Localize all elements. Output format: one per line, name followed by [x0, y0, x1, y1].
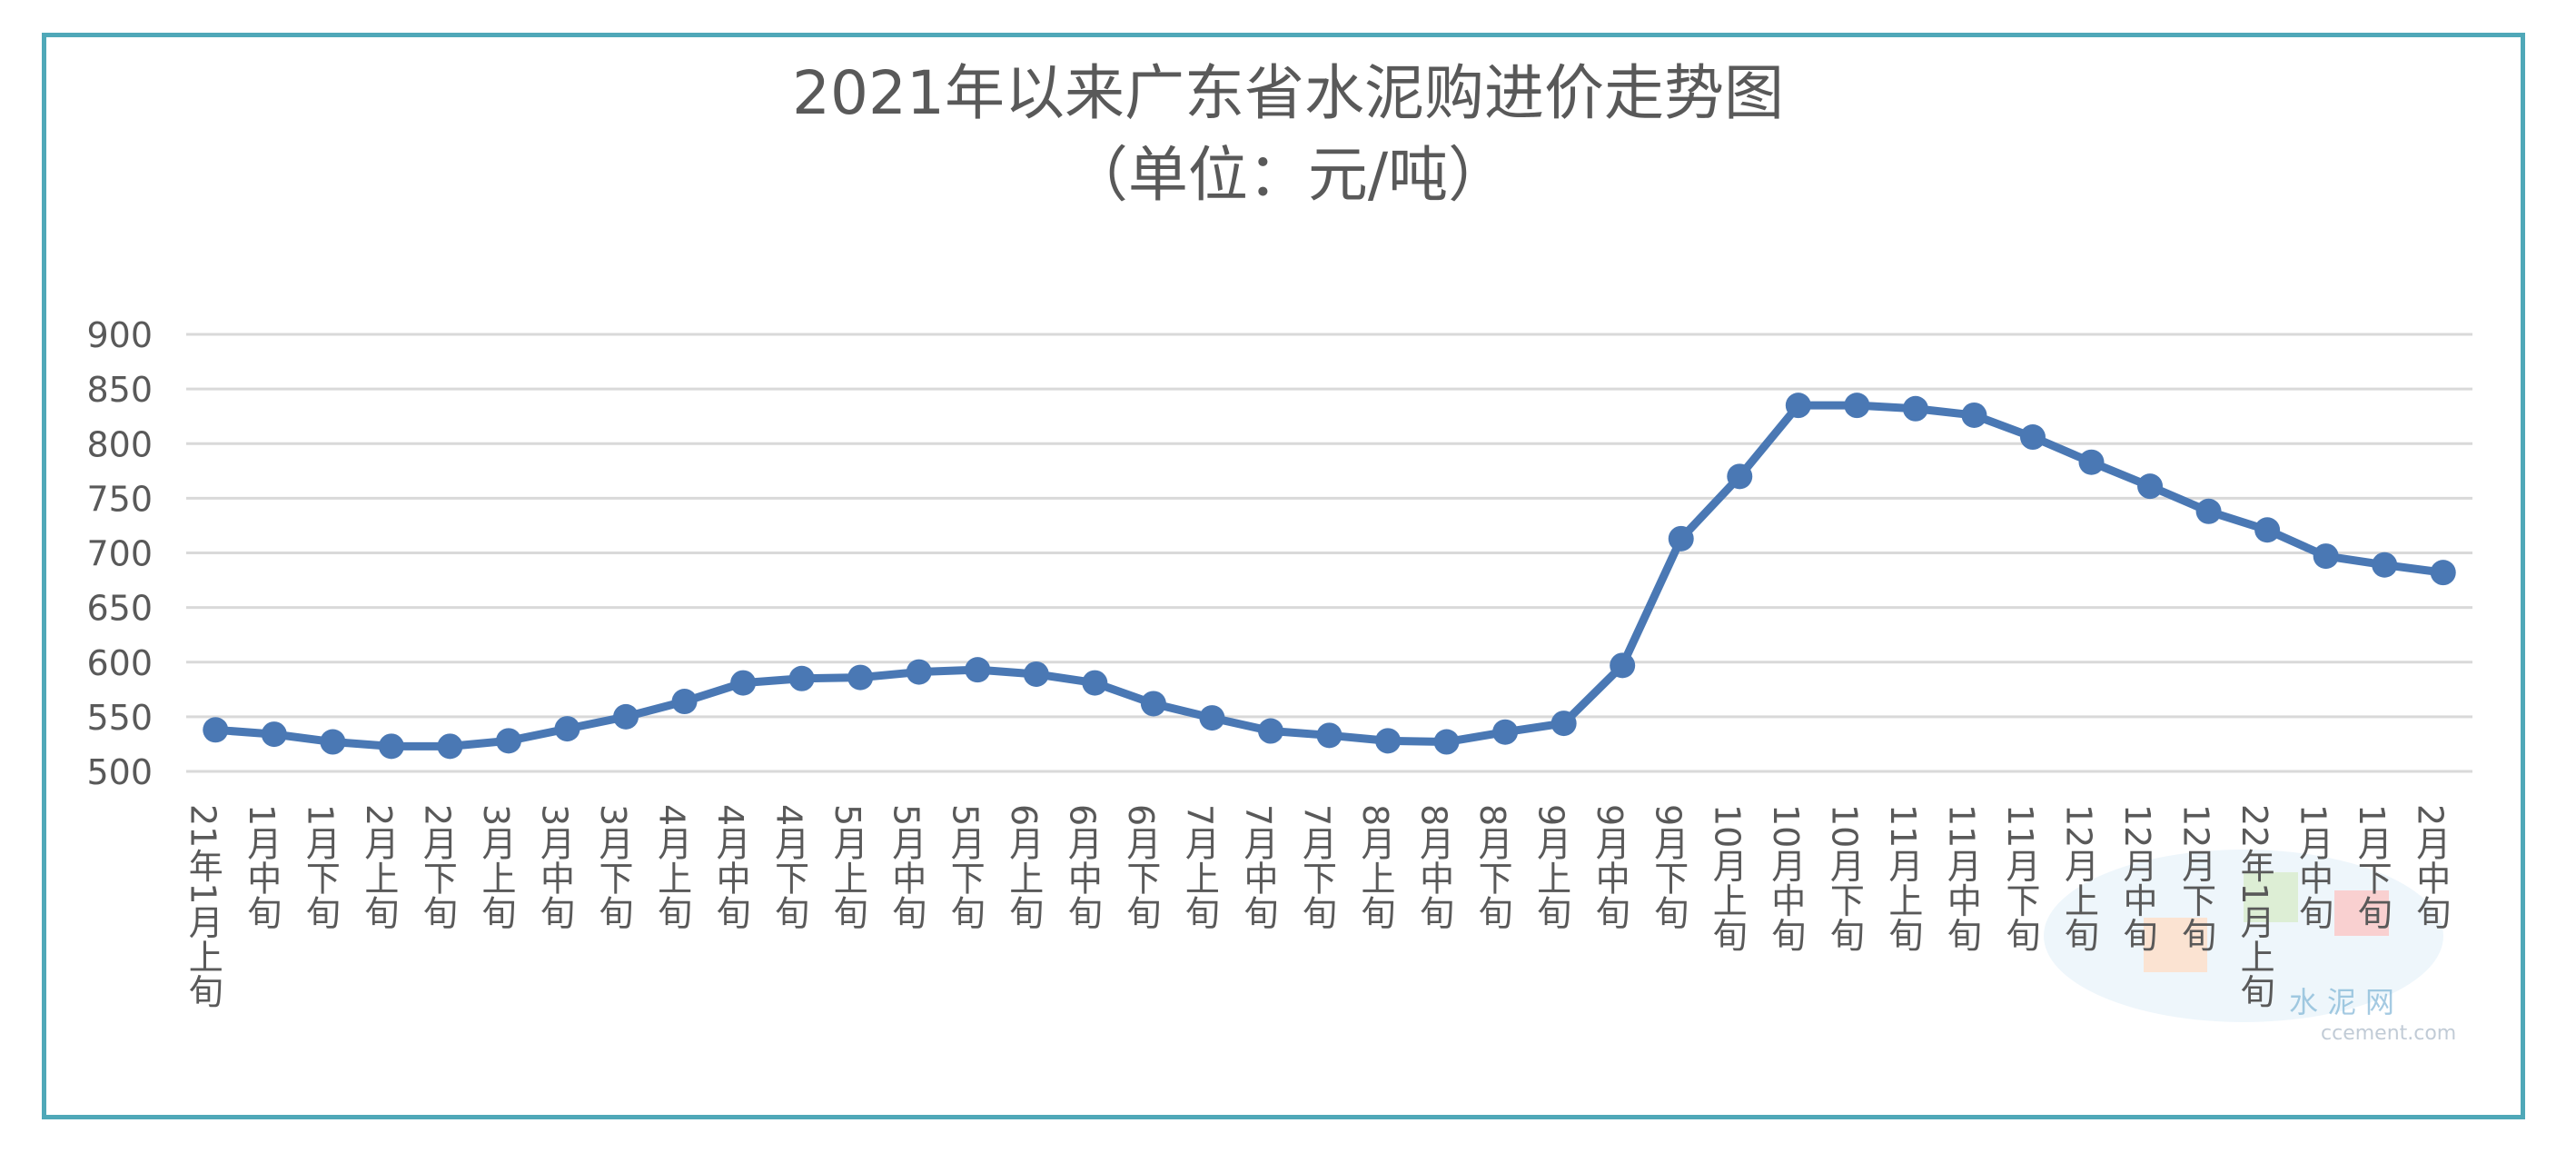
data-point	[788, 665, 815, 691]
chart-title: 2021年以来广东省水泥购进价走势图	[792, 58, 1784, 128]
data-point	[965, 657, 991, 683]
data-point	[1375, 728, 1402, 754]
data-point	[1257, 718, 1283, 744]
data-point	[2372, 552, 2398, 578]
data-point	[378, 733, 404, 760]
data-point	[1551, 711, 1577, 737]
y-tick-label: 650	[86, 589, 153, 629]
y-tick-label: 800	[86, 424, 153, 464]
x-tick-label: 1月中旬	[242, 804, 282, 929]
x-tick-label: 2月下旬	[417, 804, 457, 929]
data-point	[495, 728, 521, 754]
x-tick-label: 1月中旬	[2294, 804, 2333, 929]
y-tick-label: 700	[86, 534, 153, 574]
x-tick-label: 12月中旬	[2117, 804, 2157, 951]
y-tick-label: 750	[86, 479, 153, 519]
data-point	[613, 703, 639, 730]
watermark-logo	[2044, 850, 2443, 1022]
x-tick-label: 10月中旬	[1766, 804, 1806, 951]
data-point	[2430, 560, 2456, 586]
x-tick-label: 2月中旬	[2411, 804, 2451, 929]
x-tick-label: 8月上旬	[1355, 804, 1395, 929]
x-tick-label: 22年1月上旬	[2234, 804, 2274, 1009]
series-line	[211, 401, 2448, 750]
x-tick-label: 8月下旬	[1472, 804, 1512, 929]
x-tick-label: 6月中旬	[1062, 804, 1102, 929]
x-tick-label: 3月中旬	[535, 804, 575, 929]
data-point	[1668, 525, 1694, 552]
x-tick-label: 6月上旬	[1004, 804, 1044, 929]
data-point	[1023, 661, 1049, 687]
x-tick-label: 11月上旬	[1883, 804, 1923, 951]
watermark-text: 水泥网	[2289, 985, 2404, 1019]
y-tick-label: 850	[86, 370, 153, 410]
x-tick-label: 8月中旬	[1414, 804, 1454, 929]
x-tick-label: 10月下旬	[1824, 804, 1864, 951]
data-point	[2078, 449, 2105, 475]
data-point	[1082, 670, 1108, 696]
data-point	[730, 670, 757, 696]
data-point	[2137, 473, 2164, 500]
watermark-url: ccement.com	[2321, 1022, 2457, 1045]
x-tick-label: 10月上旬	[1707, 804, 1747, 951]
data-point	[1961, 402, 1987, 428]
x-tick-label: 9月中旬	[1590, 804, 1630, 929]
x-tick-label: 1月下旬	[2352, 804, 2392, 929]
x-tick-label: 21年1月上旬	[183, 804, 223, 1009]
x-tick-label: 6月下旬	[1121, 804, 1161, 929]
x-tick-label: 5月中旬	[887, 804, 926, 929]
x-tick-label: 3月上旬	[476, 804, 516, 929]
data-point	[320, 729, 346, 755]
data-point	[1433, 729, 1460, 755]
data-point	[2195, 498, 2222, 524]
data-point	[1492, 719, 1519, 745]
x-tick-label: 2月上旬	[359, 804, 399, 929]
x-tick-label: 1月下旬	[300, 804, 340, 929]
x-tick-label: 7月上旬	[1179, 804, 1219, 929]
x-tick-label: 7月下旬	[1297, 804, 1337, 929]
chart-frame	[42, 33, 2525, 1119]
chart-title-block: 2021年以来广东省水泥购进价走势图 （单位：元/吨）	[0, 53, 2576, 216]
x-tick-label: 12月上旬	[2059, 804, 2099, 951]
data-point	[1610, 652, 1636, 679]
data-point	[1199, 705, 1225, 731]
y-tick-label: 550	[86, 698, 153, 738]
x-tick-label: 5月下旬	[945, 804, 985, 929]
data-point	[2313, 543, 2339, 570]
x-tick-label: 4月上旬	[652, 804, 692, 929]
data-point	[671, 689, 698, 715]
x-tick-label: 12月下旬	[2176, 804, 2216, 951]
data-point	[906, 659, 932, 685]
data-point	[554, 716, 580, 742]
data-point	[1902, 395, 1928, 422]
data-point	[2019, 424, 2046, 451]
y-tick-label: 600	[86, 643, 153, 683]
data-point	[2254, 517, 2281, 543]
data-point	[1727, 463, 1753, 490]
y-tick-label: 900	[86, 315, 153, 355]
data-point	[203, 717, 229, 743]
x-tick-label: 4月下旬	[769, 804, 809, 929]
data-point	[847, 664, 874, 691]
chart-subtitle: （单位：元/吨）	[1067, 140, 1509, 210]
x-tick-label: 9月下旬	[1649, 804, 1689, 929]
x-tick-label: 3月下旬	[593, 804, 633, 929]
x-tick-label: 11月下旬	[2000, 804, 2040, 951]
data-point	[437, 733, 463, 760]
data-point	[1844, 393, 1870, 419]
data-point	[1140, 691, 1166, 717]
data-point	[1785, 393, 1811, 419]
x-tick-label: 7月中旬	[1238, 804, 1278, 929]
x-tick-label: 5月上旬	[827, 804, 867, 929]
x-tick-label: 9月上旬	[1531, 804, 1571, 929]
x-tick-label: 4月中旬	[710, 804, 750, 929]
y-tick-label: 500	[86, 752, 153, 792]
data-point	[1316, 722, 1342, 749]
data-point	[261, 721, 287, 748]
x-tick-label: 11月中旬	[1941, 804, 1981, 951]
